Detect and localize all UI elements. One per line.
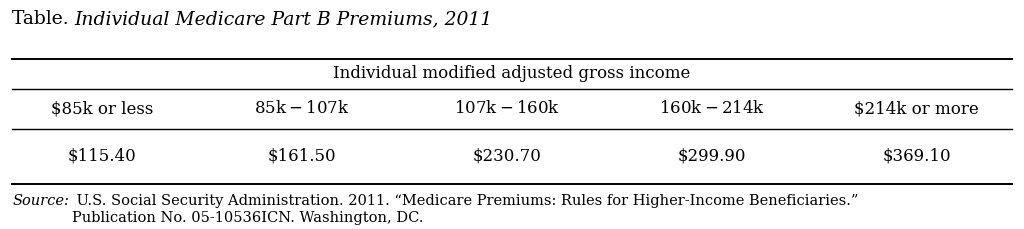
Text: $161.50: $161.50 [267, 147, 337, 164]
Text: $369.10: $369.10 [882, 147, 951, 164]
Text: $160k-$214k: $160k-$214k [658, 100, 765, 117]
Text: $299.90: $299.90 [678, 147, 745, 164]
Text: Source:: Source: [12, 194, 70, 207]
Text: $85k-$107k: $85k-$107k [254, 100, 350, 117]
Text: $230.70: $230.70 [472, 147, 542, 164]
Text: $107k-$160k: $107k-$160k [454, 100, 560, 117]
Text: Individual Medicare Part B Premiums, 2011: Individual Medicare Part B Premiums, 201… [75, 10, 493, 28]
Text: $115.40: $115.40 [68, 147, 137, 164]
Text: U.S. Social Security Administration. 2011. “Medicare Premiums: Rules for Higher-: U.S. Social Security Administration. 201… [72, 194, 858, 224]
Text: $214k or more: $214k or more [854, 100, 979, 117]
Text: $85k or less: $85k or less [51, 100, 154, 117]
Text: Individual modified adjusted gross income: Individual modified adjusted gross incom… [334, 65, 690, 82]
Text: Table.: Table. [12, 10, 75, 28]
